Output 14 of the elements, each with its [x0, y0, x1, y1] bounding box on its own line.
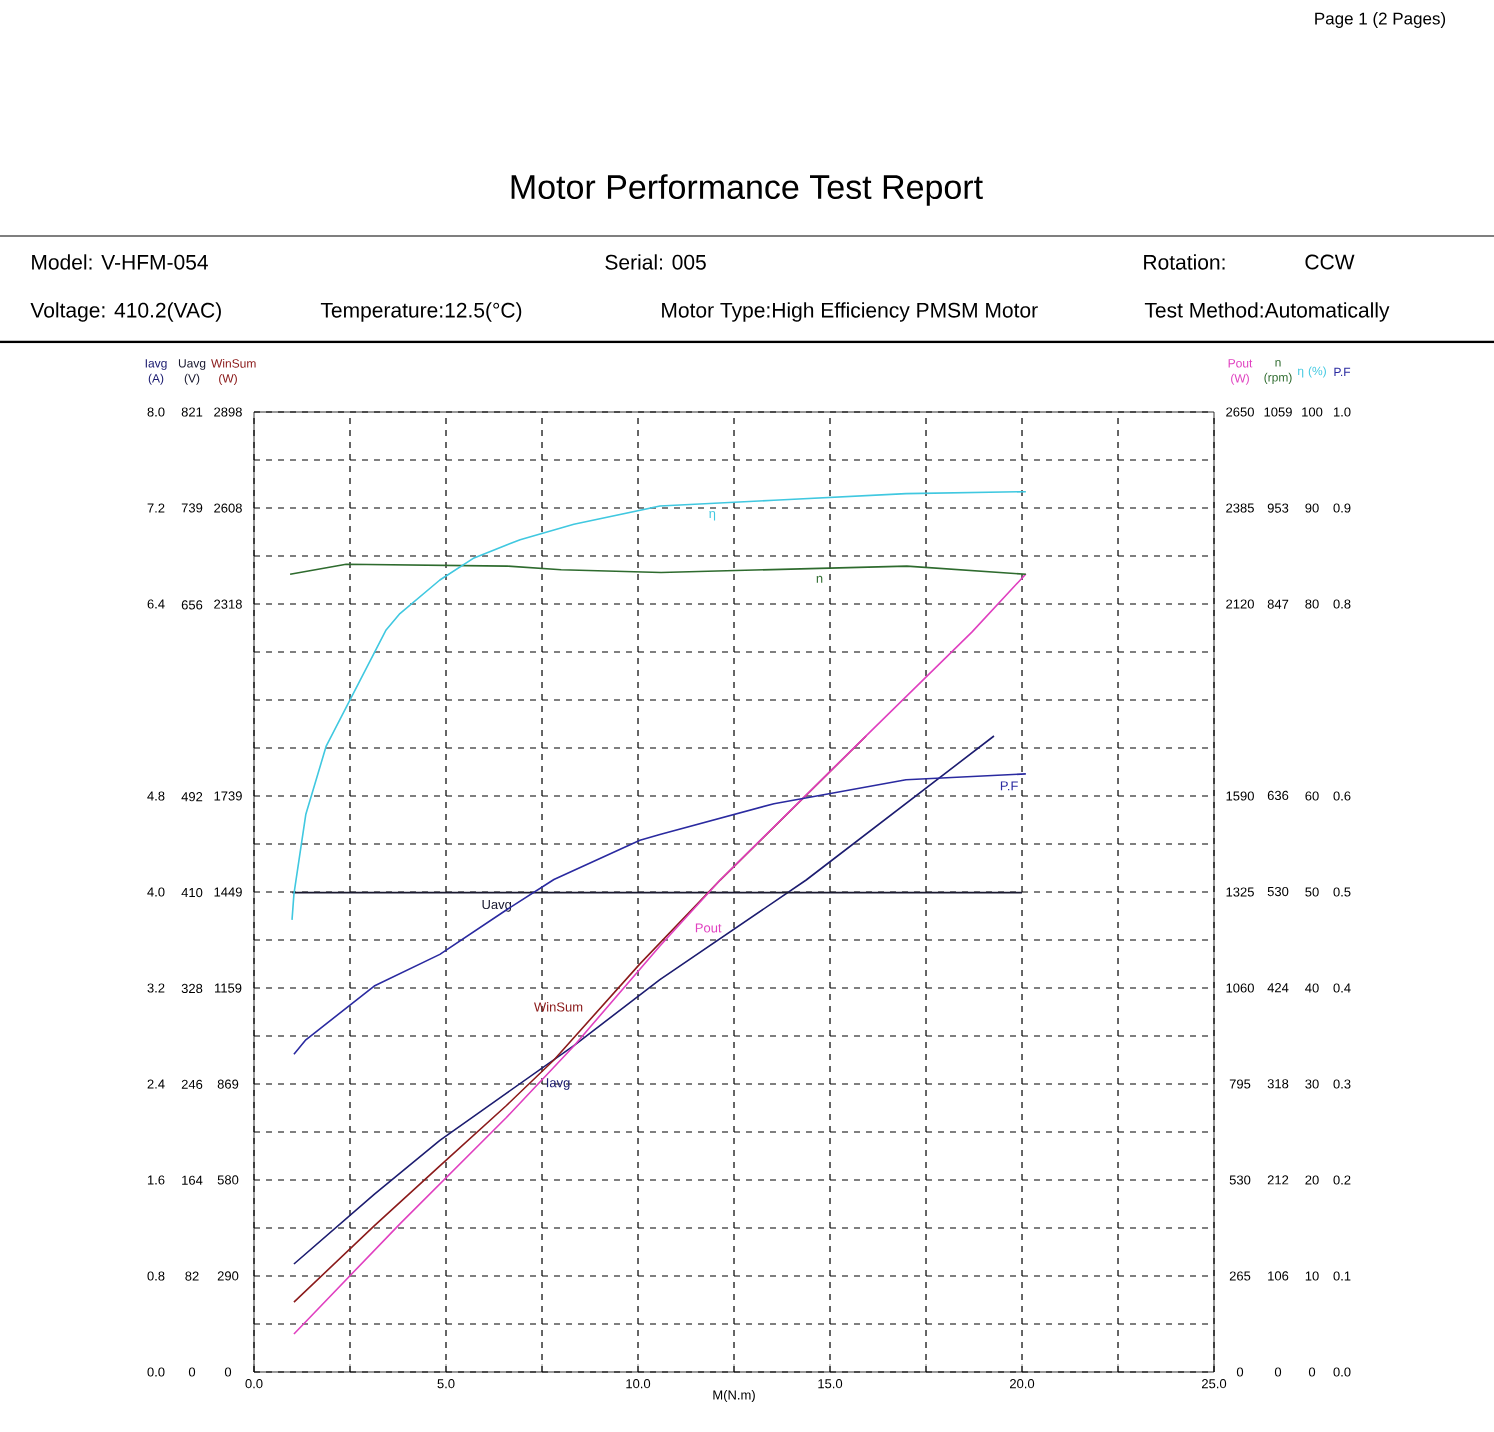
text: Motor Type:High Efficiency PMSM Motor — [662, 302, 1038, 322]
text: Temperature:12.5(°C) — [320, 302, 522, 322]
line-series — [293, 773, 1027, 1056]
chart-title: Motor Performance Test Report — [511, 174, 983, 206]
text: Rotation: — [1144, 254, 1225, 270]
text: Test Method:Automatically — [1144, 302, 1390, 322]
line-series — [291, 490, 1027, 921]
text: CCW — [1305, 254, 1355, 270]
text: Page 1 (2 Pages) — [1315, 12, 1446, 28]
text: Voltage: 410.2(VAC) — [30, 302, 221, 322]
text: Serial: 005 — [605, 254, 706, 270]
line-series — [293, 573, 1027, 1335]
text: Model: V-HFM-054 — [32, 254, 208, 270]
line-series — [293, 735, 995, 1265]
